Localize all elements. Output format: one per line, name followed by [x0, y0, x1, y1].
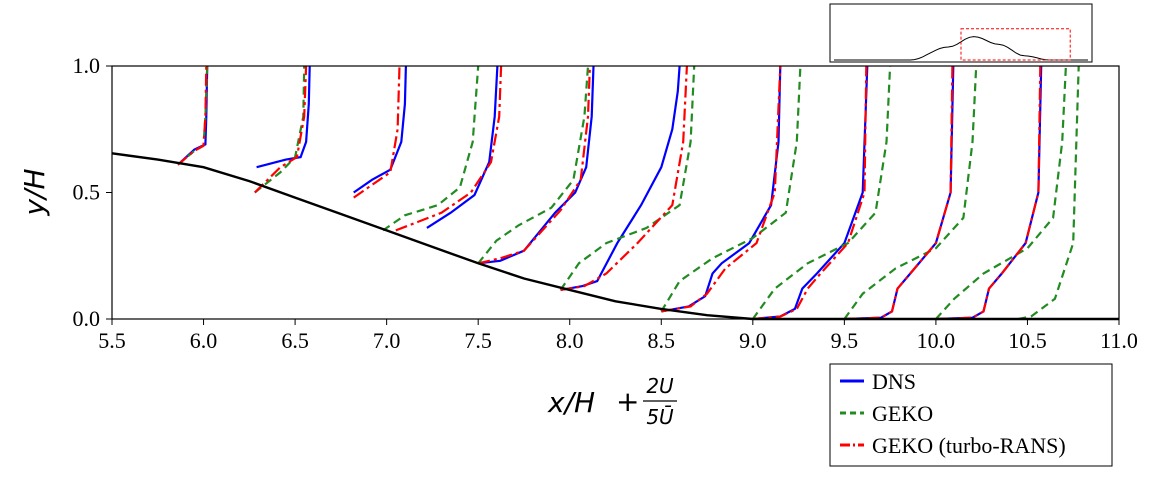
x-tick-label: 8.5 — [648, 328, 676, 353]
profile-line — [844, 65, 954, 321]
profile-line — [559, 65, 696, 291]
x-tick-label: 5.5 — [98, 328, 126, 353]
profile-line — [254, 65, 308, 194]
y-axis-label: y/H — [18, 168, 51, 216]
series-geko-turbo-rans — [177, 65, 1042, 321]
profile-line — [660, 65, 802, 312]
x-tick-label: 9.0 — [739, 328, 767, 353]
y-tick-label: 0.5 — [73, 180, 101, 205]
profile-line — [254, 65, 306, 194]
y-tick-label: 1.0 — [73, 53, 101, 78]
profile-line — [477, 65, 590, 264]
profile-line — [256, 65, 311, 169]
legend: DNS GEKO GEKO (turbo-RANS) — [829, 363, 1113, 467]
profile-line — [382, 65, 480, 232]
x-axis-label: x/H + 2U 5Ū — [547, 374, 677, 429]
x-tick-label: 9.5 — [831, 328, 859, 353]
profile-line — [353, 65, 401, 199]
x-tick-label: 6.0 — [190, 328, 218, 353]
y-axis: 0.0 0.5 1.0 — [73, 53, 112, 331]
profile-line — [353, 65, 407, 194]
x-axis-label-denominator: 5Ū — [646, 405, 674, 429]
y-tick-label: 0.0 — [73, 306, 101, 331]
profile-line — [752, 65, 869, 321]
profile-line — [560, 65, 681, 291]
legend-label-dns: DNS — [872, 369, 916, 394]
series-geko — [177, 65, 1080, 321]
x-tick-label: 11.0 — [1100, 328, 1138, 353]
profile-line — [426, 65, 499, 229]
profile-line — [935, 65, 1043, 321]
x-axis: 5.5 6.0 6.5 7.0 7.5 8.0 8.5 9.0 9.5 10.0 10.5 11.0 — [98, 319, 1138, 353]
profile-line — [177, 65, 208, 166]
profile-line — [661, 65, 782, 313]
profile-line — [560, 65, 688, 291]
profile-line — [935, 65, 1067, 320]
profile-line — [752, 65, 868, 321]
x-axis-label-plus: + — [616, 385, 639, 418]
x-tick-label: 7.0 — [373, 328, 401, 353]
plot-frame — [111, 65, 1120, 320]
profile-line — [177, 65, 209, 166]
profile-line — [477, 65, 591, 265]
legend-label-geko: GEKO — [872, 401, 933, 426]
legend-frame — [829, 363, 1113, 467]
profile-line — [1018, 65, 1080, 321]
profile-line — [843, 65, 978, 320]
x-tick-label: 8.0 — [556, 328, 584, 353]
legend-label-geko-turbo-rans: GEKO (turbo-RANS) — [872, 433, 1066, 458]
x-tick-label: 10.5 — [1008, 328, 1047, 353]
x-tick-label: 7.5 — [464, 328, 492, 353]
x-tick-label: 10.0 — [917, 328, 956, 353]
profile-line — [751, 65, 892, 320]
series-dns — [177, 65, 1043, 321]
profile-line — [844, 65, 955, 321]
inset-panel — [829, 3, 1093, 63]
profile-line — [395, 65, 503, 232]
plot-area — [111, 65, 1119, 321]
x-tick-label: 6.5 — [281, 328, 309, 353]
x-axis-label-main: x/H — [547, 386, 595, 419]
x-axis-label-numerator: 2U — [646, 374, 674, 398]
inset-highlight-box — [960, 28, 1071, 61]
